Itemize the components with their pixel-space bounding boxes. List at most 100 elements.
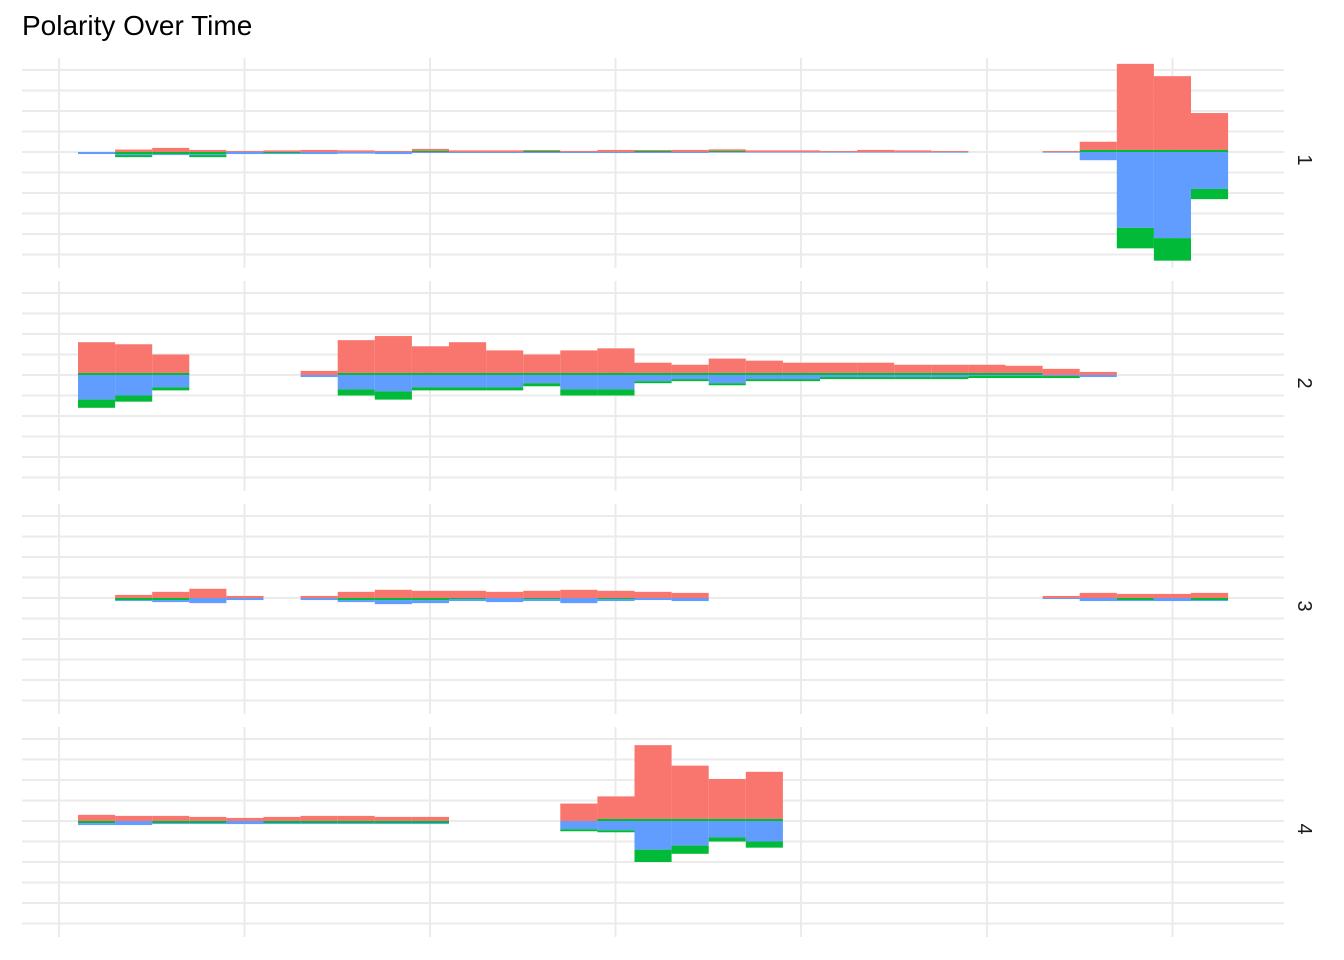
bar-positive-f1 xyxy=(1079,141,1117,150)
bar-positive-f4 xyxy=(597,796,635,819)
bar-neutral-f1 xyxy=(1079,149,1117,152)
bar-positive-f3 xyxy=(337,591,375,598)
bar-positive-f4 xyxy=(115,815,153,821)
bar-negative-f2 xyxy=(820,375,858,378)
bar-positive-f2 xyxy=(931,364,969,373)
bar-negative-f3 xyxy=(226,598,264,601)
bar-neutral-tail-f2 xyxy=(449,387,487,391)
bar-positive-f1 xyxy=(449,150,487,152)
bar-positive-f1 xyxy=(115,149,153,152)
bar-neutral-f1 xyxy=(152,152,190,155)
bar-neutral-f4 xyxy=(745,818,783,821)
bar-negative-f4 xyxy=(708,821,746,838)
bar-neutral-tail-f4 xyxy=(560,829,598,832)
bar-positive-f4 xyxy=(263,816,301,821)
bar-neutral-tail-f2 xyxy=(894,377,932,380)
bar-neutral-f2 xyxy=(745,372,783,375)
bar-positive-f1 xyxy=(300,149,338,152)
bar-neutral-tail-f2 xyxy=(708,383,746,386)
bar-neutral-f3 xyxy=(449,598,487,600)
bar-negative-f4 xyxy=(597,821,635,831)
bar-neutral-f4 xyxy=(300,821,338,824)
bar-positive-f1 xyxy=(411,148,449,151)
bar-positive-f1 xyxy=(263,150,301,152)
bar-negative-f3 xyxy=(115,600,153,602)
bar-neutral-f4 xyxy=(189,821,227,824)
bar-positive-f1 xyxy=(857,149,895,152)
bar-neutral-tail-f2 xyxy=(745,379,783,382)
bar-negative-f1 xyxy=(745,152,783,153)
bar-neutral-f2 xyxy=(115,372,153,375)
bar-neutral-f1 xyxy=(115,152,153,155)
bar-positive-f4 xyxy=(152,815,190,821)
bar-neutral-f1 xyxy=(1153,149,1191,152)
bar-negative-f4 xyxy=(337,823,375,825)
bar-negative-f2 xyxy=(78,375,116,400)
bar-negative-f3 xyxy=(1116,600,1154,602)
bar-neutral-f3 xyxy=(337,598,375,601)
bar-neutral-f4 xyxy=(263,821,301,824)
bar-positive-f2 xyxy=(820,362,858,373)
bar-neutral-tail-f4 xyxy=(671,845,709,854)
bar-neutral-tail-f1 xyxy=(1191,188,1229,200)
bar-neutral-f2 xyxy=(931,372,969,375)
bar-neutral-f4 xyxy=(634,818,672,821)
bar-negative-f1 xyxy=(560,152,598,154)
bar-neutral-tail-f4 xyxy=(597,830,635,833)
bar-negative-f3 xyxy=(671,598,709,602)
bar-neutral-f2 xyxy=(1005,372,1043,375)
bar-positive-f1 xyxy=(152,147,190,152)
facet-label-1: 1 xyxy=(1293,154,1315,165)
bar-negative-f3 xyxy=(1042,598,1080,600)
bar-negative-f2 xyxy=(523,375,561,384)
bar-negative-f1 xyxy=(523,152,561,154)
bar-neutral-tail-f2 xyxy=(523,383,561,387)
bar-negative-f2 xyxy=(115,375,153,396)
bar-negative-f3 xyxy=(411,600,449,604)
bar-negative-f4 xyxy=(300,823,338,825)
bar-positive-f2 xyxy=(486,350,524,373)
bar-negative-f2 xyxy=(708,375,746,384)
bar-negative-f1 xyxy=(820,152,858,153)
bar-negative-f1 xyxy=(263,153,301,155)
bar-positive-f1 xyxy=(523,149,561,151)
bar-positive-f3 xyxy=(374,589,412,598)
bar-positive-f1 xyxy=(894,150,932,152)
bar-positive-f4 xyxy=(337,815,375,821)
bar-neutral-f3 xyxy=(152,598,190,601)
bar-positive-f2 xyxy=(337,340,375,373)
bar-neutral-f2 xyxy=(560,372,598,375)
bar-negative-f1 xyxy=(411,152,449,154)
bar-negative-f1 xyxy=(857,152,895,153)
bar-neutral-tail-f1 xyxy=(1116,227,1154,249)
bar-negative-f1 xyxy=(189,154,227,156)
bar-negative-f2 xyxy=(857,375,895,378)
bar-neutral-f3 xyxy=(523,598,561,600)
bar-positive-f1 xyxy=(560,150,598,152)
bar-negative-f1 xyxy=(671,152,709,154)
bar-positive-f4 xyxy=(745,771,783,819)
bar-negative-f2 xyxy=(671,375,709,380)
bar-positive-f3 xyxy=(671,592,709,598)
bar-neutral-tail-f4 xyxy=(745,841,783,848)
bar-negative-f1 xyxy=(708,152,746,153)
bar-neutral-tail-f2 xyxy=(820,377,858,380)
bar-neutral-f4 xyxy=(374,821,412,824)
bar-negative-f3 xyxy=(560,598,598,604)
bar-positive-f1 xyxy=(337,150,375,152)
bar-positive-f4 xyxy=(300,815,338,821)
bar-positive-f4 xyxy=(560,803,598,821)
bar-negative-f4 xyxy=(189,823,227,825)
bar-negative-f1 xyxy=(374,152,412,155)
bar-positive-f2 xyxy=(782,362,820,373)
bar-neutral-tail-f4 xyxy=(634,849,672,862)
bar-neutral-f2 xyxy=(820,372,858,375)
bar-positive-f4 xyxy=(78,814,116,821)
bar-positive-f3 xyxy=(1153,593,1191,598)
bar-positive-f4 xyxy=(226,817,264,821)
bar-positive-f1 xyxy=(1116,63,1154,150)
bar-positive-f2 xyxy=(634,362,672,373)
bar-positive-f1 xyxy=(486,150,524,152)
bar-neutral-f3 xyxy=(1191,598,1229,601)
bar-negative-f2 xyxy=(374,375,412,392)
